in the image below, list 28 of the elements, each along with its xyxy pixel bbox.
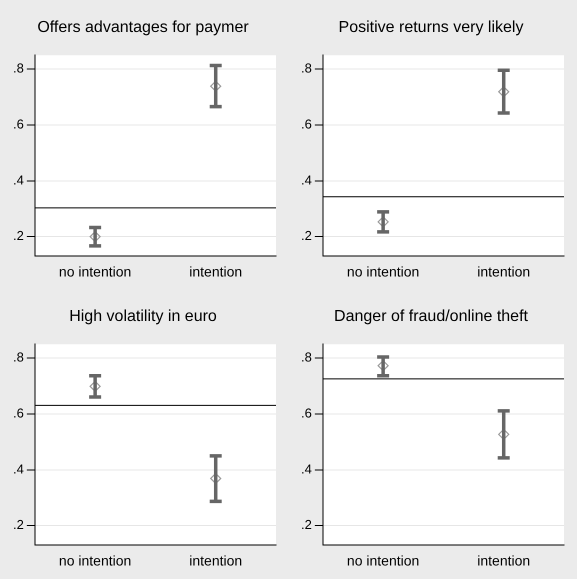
y-tick-label: .6 [301,406,312,421]
x-tick-label: intention [477,263,530,280]
y-tick-label: .4 [301,461,312,476]
y-tick-label: .4 [13,461,24,476]
y-tick-label: .8 [301,350,312,365]
y-tick-label: .4 [13,172,24,188]
chart-title: High volatility in euro [69,308,217,326]
y-tick-label: .4 [301,172,312,188]
y-tick-label: .2 [301,517,312,532]
x-tick-label: no intention [58,263,132,280]
y-tick-label: .2 [13,517,24,532]
y-tick-label: .6 [13,116,24,132]
chart-title: Danger of fraud/online theft [334,308,529,326]
x-tick-label: no intention [58,552,132,568]
y-tick-label: .2 [301,228,312,244]
y-tick-label: .6 [13,406,24,421]
x-tick-label: intention [477,552,530,568]
x-tick-label: intention [189,263,242,280]
y-tick-label: .8 [13,350,24,365]
y-tick-label: .8 [301,60,312,76]
x-tick-label: intention [189,552,242,568]
x-tick-label: no intention [346,263,420,280]
y-tick-label: .6 [301,116,312,132]
y-tick-label: .8 [13,60,24,76]
chart-title: Offers advantages for paymer [37,19,250,36]
y-tick-label: .2 [13,228,24,244]
x-tick-label: no intention [346,552,420,568]
chart-title: Positive returns very likely [338,19,524,36]
